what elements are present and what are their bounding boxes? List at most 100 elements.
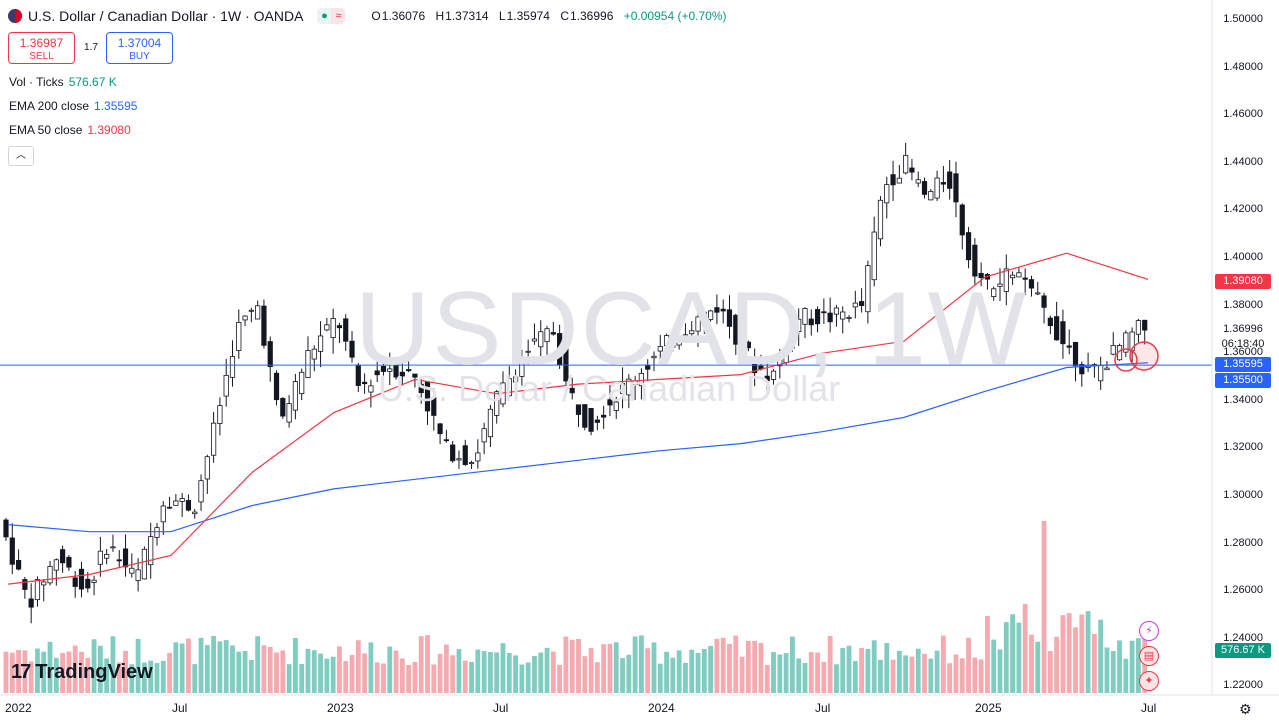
volume-bar (1098, 619, 1104, 693)
y-tick-label: 1.42000 (1223, 203, 1263, 216)
candle (248, 309, 254, 312)
volume-bar (569, 639, 575, 693)
candle (670, 344, 676, 348)
volume-bar (47, 641, 53, 693)
volume-bar (771, 652, 776, 693)
candle (336, 325, 343, 329)
ema200-line (7, 362, 1149, 533)
x-tick-label: Jul (493, 701, 509, 715)
volume-bar (16, 650, 21, 693)
candle (110, 546, 116, 549)
candle (1104, 367, 1110, 371)
candle (733, 314, 739, 345)
volume-bar (720, 637, 726, 693)
volume-bar (349, 654, 355, 693)
candle (286, 403, 292, 423)
volume-bar (783, 653, 789, 693)
gear-icon[interactable]: ⚙ (1239, 701, 1252, 717)
candle (34, 579, 41, 601)
volume-bar (639, 635, 644, 693)
x-tick-label: Jul (172, 701, 188, 715)
volume-bar (462, 660, 468, 693)
volume-bar (217, 641, 223, 693)
y-tick-label: 1.22000 (1223, 679, 1263, 692)
candle (821, 311, 827, 314)
candle (859, 301, 865, 306)
volume-bar (632, 636, 638, 693)
y-tick-label: 1.32000 (1223, 441, 1263, 454)
candle (601, 414, 607, 418)
candle (827, 312, 833, 323)
tradingview-logo: 17 TradingView (11, 661, 153, 683)
y-tick-label: 1.26000 (1223, 584, 1263, 597)
candle (1003, 268, 1009, 292)
collapse-indicators-button[interactable]: ︿ (8, 146, 34, 166)
volume-bar (425, 635, 430, 693)
volume-bar (815, 652, 820, 693)
volume-bar (1104, 647, 1110, 693)
candle (1035, 292, 1041, 295)
volume-bar (733, 635, 739, 693)
us-flag-icon[interactable]: ▤ (1139, 646, 1159, 666)
candle (22, 579, 28, 590)
flag-icon (8, 9, 22, 23)
candle (72, 577, 78, 587)
canada-flag-icon[interactable]: ✦ (1139, 671, 1159, 691)
volume-tag: 576.67 K (1215, 643, 1271, 658)
volume-bar (1022, 603, 1028, 693)
volume-bar (708, 645, 714, 693)
candle (657, 346, 663, 352)
candle (739, 325, 745, 351)
x-tick-label: 2024 (648, 701, 675, 715)
candle (890, 174, 896, 186)
volume-bar (796, 658, 802, 693)
volume-bar (928, 658, 934, 693)
candle (512, 376, 519, 383)
candle (179, 498, 185, 502)
sell-button[interactable]: 1.36987 SELL (8, 32, 75, 64)
indicator-volume[interactable]: Vol · Ticks 576.67 K (9, 75, 117, 89)
candle (450, 444, 456, 462)
candle (9, 537, 15, 565)
volume-bar (450, 655, 456, 693)
volume-bar (676, 650, 682, 693)
volume-bar (538, 652, 544, 693)
candle (569, 387, 575, 394)
volume-bar (393, 650, 399, 693)
volume-bar (1003, 622, 1009, 693)
volume-bar (940, 635, 946, 693)
volume-bar (1016, 622, 1022, 693)
y-tick-label: 1.28000 (1223, 536, 1263, 549)
volume-bar (1079, 614, 1085, 693)
volume-bar (28, 661, 34, 693)
lightning-icon[interactable]: ⚡ (1139, 621, 1159, 641)
candle (47, 566, 53, 584)
status-pill[interactable]: ● ≈ (317, 8, 346, 24)
candle (418, 383, 424, 394)
volume-bar (399, 658, 405, 693)
candle (972, 244, 978, 277)
candle (1079, 363, 1085, 375)
spread-value: 1.7 (84, 42, 98, 53)
symbol-title[interactable]: U.S. Dollar / Canadian Dollar · 1W · OAN… (28, 8, 304, 24)
candle (223, 374, 229, 397)
candle (443, 439, 449, 442)
volume-bar (922, 653, 927, 693)
y-tick-label: 1.48000 (1223, 60, 1263, 73)
ema200-price-tag: 1.35595 (1215, 357, 1271, 372)
bar-countdown: 06:18:40 (1221, 338, 1265, 350)
candle (380, 365, 387, 372)
candle (481, 428, 487, 443)
candle (563, 347, 569, 382)
indicator-ema200[interactable]: EMA 200 close 1.35595 (9, 99, 138, 113)
candle (343, 318, 349, 342)
volume-bar (997, 649, 1003, 693)
candle (3, 519, 9, 538)
volume-bar (418, 636, 424, 693)
buy-button[interactable]: 1.37004 BUY (106, 32, 173, 64)
candle (1072, 341, 1079, 367)
volume-bar (701, 649, 707, 693)
indicator-ema50[interactable]: EMA 50 close 1.39080 (9, 123, 131, 137)
volume-bar (280, 650, 286, 693)
